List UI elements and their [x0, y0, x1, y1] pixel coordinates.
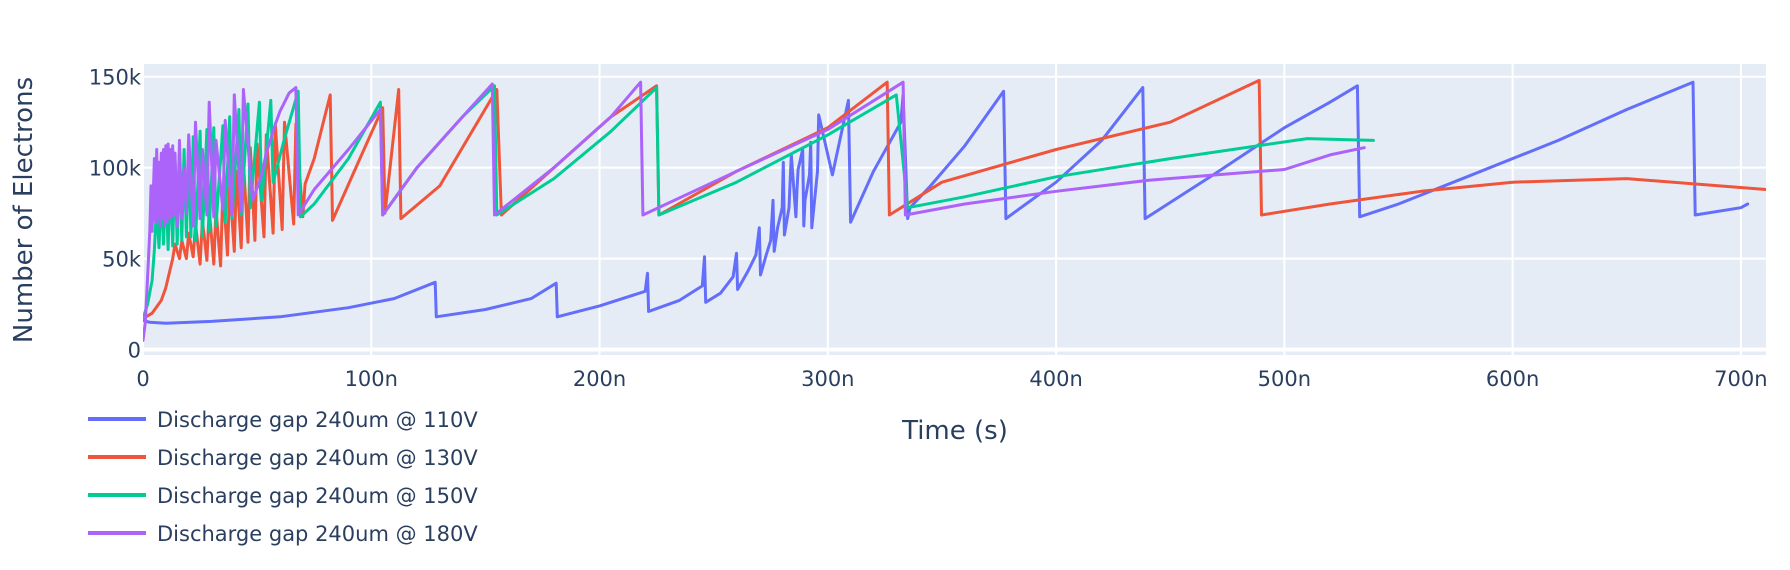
legend[interactable]: Discharge gap 240um @ 110V Discharge gap …: [88, 408, 478, 546]
legend-label: Discharge gap 240um @ 150V: [157, 484, 478, 508]
legend-item-0[interactable]: Discharge gap 240um @ 110V: [88, 408, 478, 432]
y-tick-label: 100k: [89, 157, 142, 181]
legend-label: Discharge gap 240um @ 130V: [157, 446, 478, 470]
legend-label: Discharge gap 240um @ 180V: [157, 522, 478, 546]
x-tick-label: 400n: [1029, 367, 1082, 391]
y-axis-ticks: 0 50k 100k 150k: [89, 66, 142, 363]
y-tick-label: 0: [128, 339, 141, 363]
x-axis-ticks: 0 100n 200n 300n 400n 500n 600n 700n: [136, 367, 1767, 391]
y-tick-label: 150k: [89, 66, 142, 90]
x-tick-label: 0: [136, 367, 149, 391]
legend-label: Discharge gap 240um @ 110V: [157, 408, 478, 432]
series-layer: [143, 78, 1766, 342]
x-tick-label: 300n: [801, 367, 854, 391]
legend-item-3[interactable]: Discharge gap 240um @ 180V: [88, 522, 478, 546]
x-tick-label: 100n: [345, 367, 398, 391]
legend-item-2[interactable]: Discharge gap 240um @ 150V: [88, 484, 478, 508]
legend-item-1[interactable]: Discharge gap 240um @ 130V: [88, 446, 478, 470]
x-tick-label: 700n: [1714, 367, 1767, 391]
y-tick-label: 50k: [102, 248, 142, 272]
x-tick-label: 200n: [573, 367, 626, 391]
x-axis-title: Time (s): [901, 416, 1008, 446]
x-tick-label: 500n: [1258, 367, 1311, 391]
series-line-3[interactable]: [143, 80, 1366, 342]
y-axis-title: Number of Electrons: [9, 77, 39, 343]
grid: [142, 64, 1766, 355]
series-line-0[interactable]: [143, 80, 1750, 325]
x-tick-label: 600n: [1486, 367, 1539, 391]
